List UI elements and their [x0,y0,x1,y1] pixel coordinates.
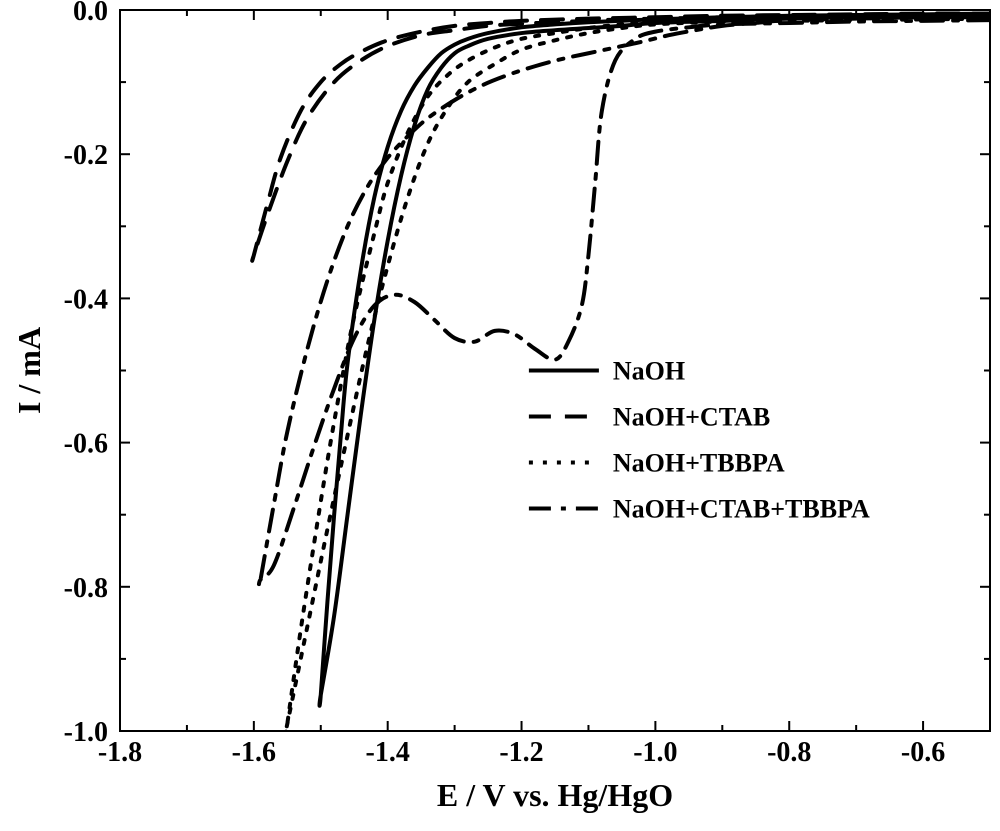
legend-label: NaOH+TBBPA [613,449,785,478]
x-tick-label: -0.8 [767,737,811,768]
x-axis-label: E / V vs. Hg/HgO [437,777,673,813]
legend-label: NaOH+CTAB+TBBPA [613,495,870,524]
y-tick-label: 0.0 [73,0,108,27]
cv-chart: -1.8-1.6-1.4-1.2-1.0-0.8-0.6-1.0-0.8-0.6… [0,0,1000,831]
legend-label: NaOH [613,357,685,386]
y-tick-label: -0.8 [64,573,108,604]
x-tick-label: -1.2 [499,737,543,768]
y-tick-label: -0.2 [64,140,108,171]
chart-container: -1.8-1.6-1.4-1.2-1.0-0.8-0.6-1.0-0.8-0.6… [0,0,1000,831]
y-tick-label: -0.6 [64,429,108,460]
y-tick-label: -1.0 [64,717,108,748]
x-tick-label: -0.6 [901,737,945,768]
y-tick-label: -0.4 [64,284,108,315]
legend-label: NaOH+CTAB [613,403,770,432]
x-tick-label: -1.0 [633,737,677,768]
x-tick-label: -1.4 [366,737,410,768]
y-axis-label: I / mA [11,327,47,414]
x-tick-label: -1.6 [232,737,276,768]
